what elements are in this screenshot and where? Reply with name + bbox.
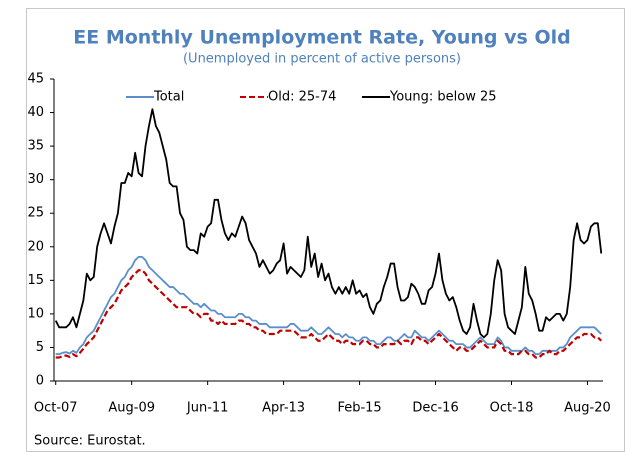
y-tick-label: 0 <box>36 374 44 389</box>
x-tick-label: Feb-15 <box>337 401 381 416</box>
y-tick-label: 15 <box>27 273 44 288</box>
x-tick-label: Aug-20 <box>564 401 611 416</box>
series-line <box>55 269 603 359</box>
source-note: Source: Eurostat. <box>34 434 146 449</box>
x-tick-label: Dec-16 <box>412 401 458 416</box>
x-tick-label: Jun-11 <box>186 401 229 416</box>
y-tick-label: 35 <box>27 139 44 154</box>
y-tick-label: 30 <box>27 172 44 187</box>
chart-frame <box>26 8 625 452</box>
x-tick-label: Aug-09 <box>108 401 155 416</box>
chart-title: EE Monthly Unemployment Rate, Young vs O… <box>73 27 570 49</box>
legend-label: Total <box>153 90 184 105</box>
y-tick-label: 40 <box>27 105 44 120</box>
legend-label: Young: below 25 <box>389 90 497 105</box>
y-tick-label: 25 <box>27 206 44 221</box>
x-tick-label: Oct-07 <box>34 401 78 416</box>
chart-subtitle: (Unemployed in percent of active persons… <box>183 52 461 67</box>
y-tick-label: 45 <box>27 72 44 87</box>
x-tick-label: Oct-18 <box>490 401 534 416</box>
y-tick-label: 5 <box>36 340 44 355</box>
y-tick-label: 20 <box>27 239 44 254</box>
y-tick-label: 10 <box>27 306 44 321</box>
series-line <box>55 255 602 356</box>
series-line <box>54 108 603 339</box>
legend-label: Old: 25-74 <box>268 90 336 105</box>
x-tick-label: Apr-13 <box>262 401 305 416</box>
